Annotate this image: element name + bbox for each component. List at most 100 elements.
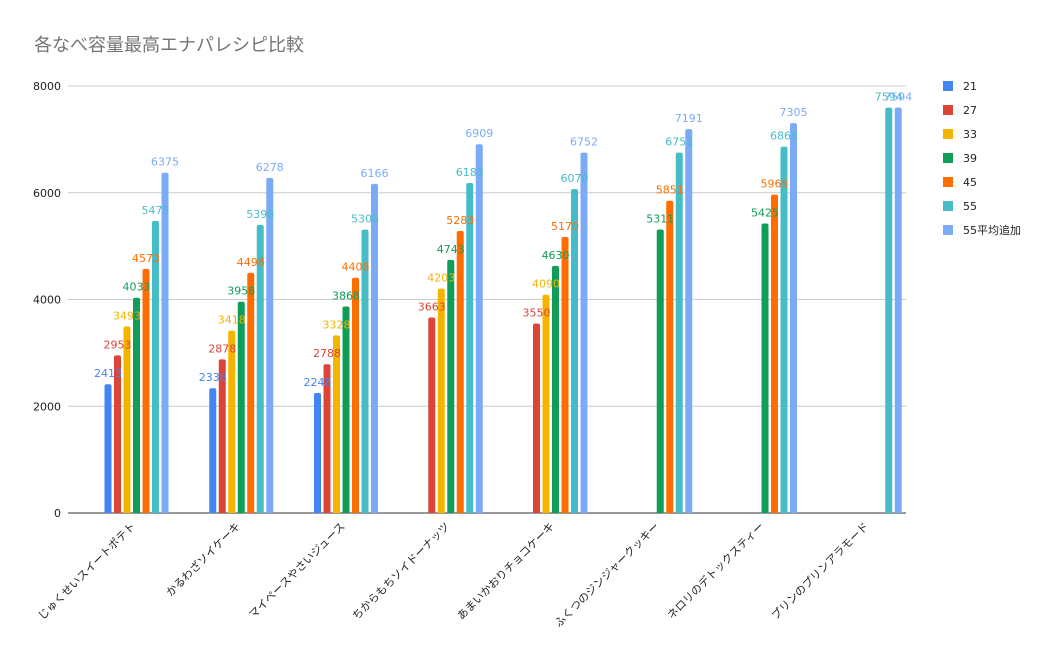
x-tick-label: ネロリのデトックスティー [664, 519, 767, 622]
bar [780, 146, 788, 513]
data-label: 2953 [104, 338, 132, 351]
y-tick-label: 4000 [33, 294, 61, 307]
bar [342, 306, 350, 513]
bar [666, 200, 674, 513]
legend-swatch [943, 129, 953, 139]
bar [323, 364, 331, 513]
data-label: 6070 [561, 172, 589, 185]
bar [894, 107, 902, 513]
data-label: 5283 [446, 214, 474, 227]
x-tick-label: じゅくせいスイートポテト [36, 520, 139, 623]
data-label: 4630 [542, 249, 570, 262]
data-label: 3493 [113, 310, 141, 323]
bar [152, 220, 159, 513]
data-label: 4090 [532, 278, 560, 291]
legend-label: 55 [963, 200, 977, 213]
data-label: 6183 [456, 166, 484, 179]
data-label: 5965 [761, 178, 789, 191]
legend-swatch [943, 201, 953, 211]
bar [371, 183, 378, 513]
y-tick-label: 2000 [33, 400, 61, 413]
bar [266, 177, 274, 513]
bar [456, 231, 464, 513]
bar [771, 194, 778, 514]
label-layer: 2413 2953 3493 4033 4573 5473 6375 2338 2878 3418… [94, 91, 912, 389]
data-label: 6865 [770, 130, 798, 143]
bar [675, 152, 683, 513]
bar [656, 229, 664, 513]
x-tick-label: マイペースやさいジュース [246, 520, 347, 621]
bar [209, 388, 217, 513]
data-label: 3418 [218, 314, 246, 327]
legend-swatch [943, 153, 953, 163]
data-label: 2878 [208, 342, 236, 355]
legend-label: 21 [963, 80, 977, 93]
bar [428, 317, 436, 513]
legend-label: 27 [963, 104, 977, 117]
y-tick-label: 0 [54, 507, 61, 520]
bar [542, 294, 550, 513]
data-label: 5851 [656, 184, 684, 197]
legend: 21 27 33 39 45 55 55平均追加 [943, 80, 1021, 237]
data-label: 5170 [551, 220, 579, 233]
bar [314, 393, 321, 513]
bar [885, 107, 893, 513]
data-label: 4573 [132, 252, 160, 265]
data-label: 7594 [884, 91, 912, 104]
legend-label: 33 [963, 128, 977, 141]
data-label: 4498 [237, 256, 265, 269]
bar [552, 265, 559, 513]
bar [437, 288, 445, 513]
bar [228, 330, 236, 513]
bar [761, 223, 769, 514]
x-tick-label: かるわざソイケーキ [163, 519, 243, 599]
data-label: 4743 [437, 243, 465, 256]
chart-title: 各なべ容量最高エナパレシピ比較 [34, 35, 304, 56]
legend-label: 55平均追加 [963, 223, 1021, 237]
x-tick-label: プリンのプリンアラモード [769, 520, 872, 623]
data-label: 2413 [94, 367, 122, 380]
data-label: 2788 [313, 347, 341, 360]
bar [352, 277, 359, 513]
data-label: 5308 [351, 213, 379, 226]
x-tick-label: ふくつのジンジャークッキー [552, 520, 662, 630]
data-label: 7191 [675, 112, 703, 125]
x-axis-ticks: じゅくせいスイートポテト かるわざソイケーキ マイペースやさいジュース ちからもちソイ… [36, 519, 872, 630]
data-label: 4033 [123, 281, 151, 294]
bar [580, 152, 588, 513]
data-label: 5311 [646, 213, 674, 226]
legend-swatch [943, 177, 953, 187]
data-label: 4203 [427, 272, 455, 285]
legend-swatch [943, 81, 953, 91]
bar [142, 268, 150, 513]
bar [161, 172, 169, 513]
data-label: 3868 [332, 290, 360, 303]
y-tick-label: 6000 [33, 187, 61, 200]
bar [218, 359, 226, 513]
bar [533, 323, 540, 513]
legend-swatch [943, 225, 953, 235]
data-label: 6278 [256, 161, 284, 174]
bar-layer [104, 107, 902, 514]
data-label: 3328 [323, 318, 351, 331]
data-label: 3958 [227, 285, 255, 298]
legend-swatch [943, 105, 953, 115]
data-label: 6909 [465, 127, 493, 140]
x-tick-label: あまいかおりチョコケーキ [455, 520, 558, 623]
bar [133, 297, 140, 513]
data-label: 6166 [361, 167, 389, 180]
bar [571, 189, 578, 514]
data-label: 3663 [418, 300, 446, 313]
data-label: 5425 [751, 206, 779, 219]
data-label: 4408 [342, 261, 370, 274]
data-label: 5398 [246, 208, 274, 221]
data-label: 5473 [142, 204, 170, 217]
bar [447, 259, 455, 513]
bar [104, 384, 112, 513]
y-tick-label: 8000 [33, 80, 61, 93]
data-label: 2338 [199, 371, 227, 384]
bar [123, 326, 131, 513]
data-label: 6752 [570, 136, 598, 149]
bar [247, 272, 255, 513]
